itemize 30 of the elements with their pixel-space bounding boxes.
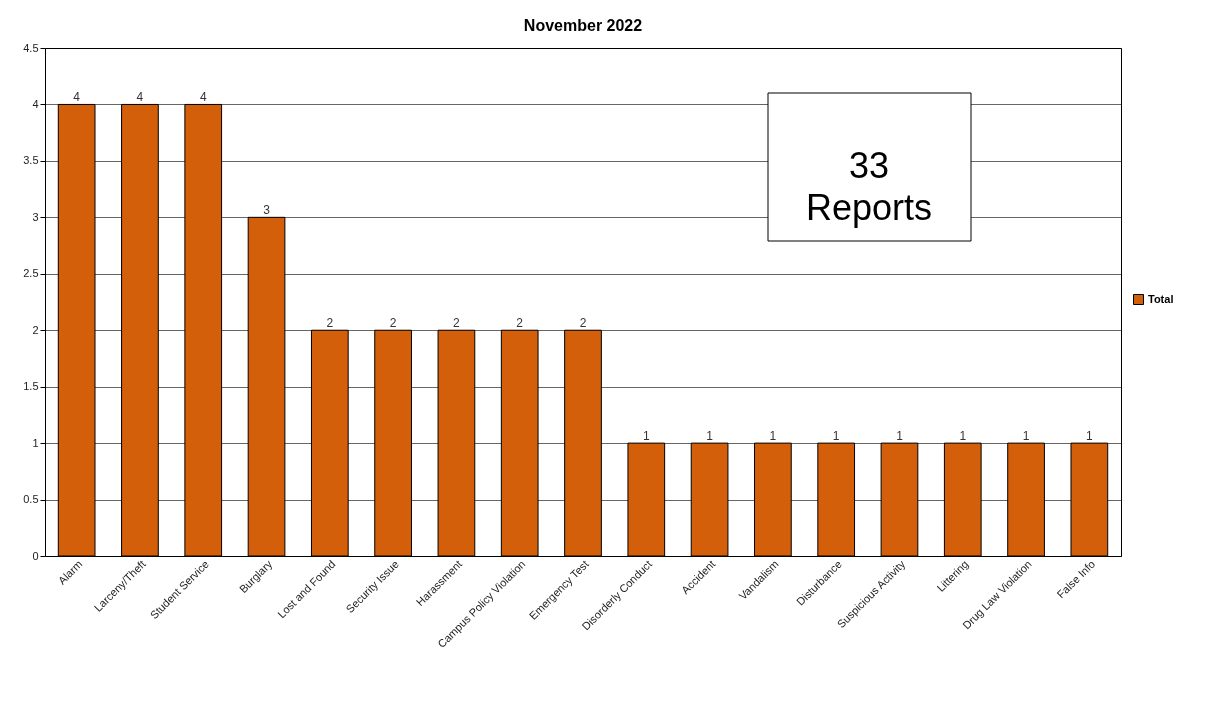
- y-tick-label: 3.5: [23, 154, 39, 167]
- data-label: 1: [706, 429, 714, 444]
- data-label: 1: [1022, 429, 1030, 444]
- data-label: 2: [579, 316, 587, 331]
- data-label: 4: [73, 90, 81, 105]
- y-tick-label: 0: [32, 549, 39, 562]
- y-tick-label: 1.5: [23, 380, 39, 393]
- data-label: 4: [199, 90, 207, 105]
- data-label: 1: [832, 429, 840, 444]
- y-tick-label: 1: [32, 436, 39, 449]
- data-label: 2: [516, 316, 524, 331]
- data-label: 2: [389, 316, 397, 331]
- data-label: 1: [1086, 429, 1094, 444]
- data-label: 1: [642, 429, 650, 444]
- data-label: 2: [326, 316, 334, 331]
- chart-title: November 2022: [523, 17, 643, 34]
- data-label: 4: [136, 90, 144, 105]
- data-label: 1: [769, 429, 777, 444]
- y-tick-label: 2: [32, 323, 39, 336]
- legend-label: Total: [1148, 292, 1174, 305]
- y-tick-label: 0.5: [23, 493, 39, 506]
- data-label: 3: [263, 203, 271, 218]
- data-label: 1: [896, 429, 904, 444]
- y-tick-label: 4.5: [23, 41, 39, 54]
- y-tick-label: 4: [32, 97, 39, 110]
- y-tick-label: 3: [32, 210, 39, 223]
- annotation: 33 Reports: [805, 145, 933, 228]
- data-label: 2: [453, 316, 461, 331]
- y-tick-label: 2.5: [23, 267, 39, 280]
- data-label: 1: [959, 429, 967, 444]
